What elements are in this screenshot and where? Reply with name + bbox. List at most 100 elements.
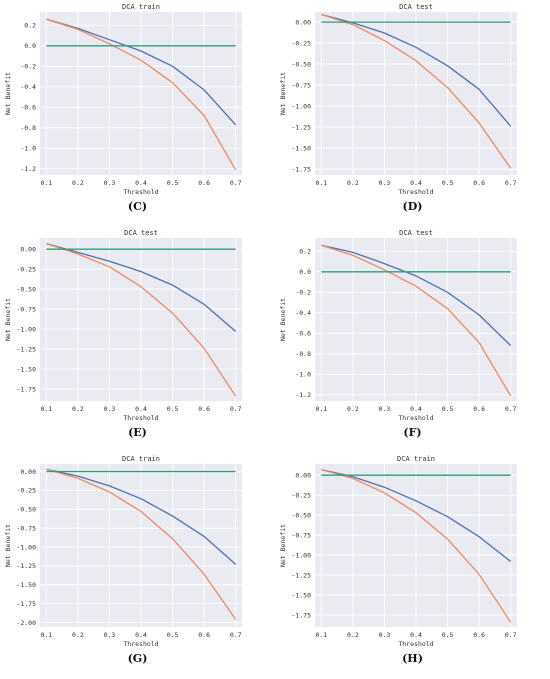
x-tick-label: 0.3: [379, 179, 391, 187]
x-tick-label: 0.2: [72, 405, 84, 413]
y-tick-label: -1.00: [16, 325, 36, 333]
y-tick-label: -0.25: [16, 265, 36, 273]
x-tick-label: 0.1: [315, 631, 327, 639]
y-tick-label: -0.6: [295, 330, 311, 338]
series-line-a: [321, 468, 512, 563]
series-line-a: [46, 242, 237, 332]
x-tick-label: 0.3: [104, 179, 116, 187]
panel-c: 0.1 0.2 0.3 0.4 0.5 0.6 0.7 0.2 0.0 -0.2 -0.4 -0.6 -…: [0, 0, 275, 226]
x-tick-label: 0.3: [104, 405, 116, 413]
x-tick-label: 0.6: [198, 405, 210, 413]
y-tick-label: -0.8: [295, 350, 311, 358]
x-tick-label: 0.2: [347, 405, 359, 413]
panel-f: 0.1 0.2 0.3 0.4 0.5 0.6 0.7 0.2 0.0 -0.2 -0.4 -0.6 -…: [275, 226, 550, 452]
y-tick-label: -0.2: [20, 63, 36, 71]
y-tick-label: -1.75: [16, 600, 36, 608]
x-tick-label: 0.7: [505, 405, 517, 413]
y-tick-label: -1.0: [20, 145, 36, 153]
x-tick-label: 0.1: [40, 405, 52, 413]
panel-d: 0.1 0.2 0.3 0.4 0.5 0.6 0.7 0.00 -0.25 -0.50 -0.75…: [275, 0, 550, 226]
y-tick-label: 0.0: [299, 268, 311, 276]
series-line-b: [321, 13, 512, 169]
chart-g: 0.1 0.2 0.3 0.4 0.5 0.6 0.7 0.00 -0.25 -0.50 -0.75…: [4, 455, 242, 648]
chart-title: DCA test: [399, 229, 433, 237]
x-axis-label: Threshold: [123, 188, 158, 196]
x-axis-label: Threshold: [398, 640, 433, 648]
x-tick-label: 0.4: [410, 405, 422, 413]
series-line-b: [46, 18, 237, 171]
series-line-b: [46, 242, 237, 397]
x-axis-label: Threshold: [398, 188, 433, 196]
y-tick-label: -0.4: [20, 83, 36, 91]
x-tick-label: 0.3: [104, 631, 116, 639]
x-tick-label: 0.3: [379, 631, 391, 639]
x-tick-label: 0.1: [315, 179, 327, 187]
y-tick-label: 0.00: [20, 468, 36, 476]
y-tick-label: -0.50: [291, 511, 311, 519]
x-tick-label: 0.5: [167, 405, 179, 413]
series-line-b: [46, 468, 237, 620]
series-line-b: [321, 244, 512, 397]
series-line-a: [321, 13, 512, 127]
x-axis-label: Threshold: [123, 640, 158, 648]
y-tick-label: -0.75: [291, 81, 311, 89]
x-tick-label: 0.4: [410, 179, 422, 187]
y-tick-label: -1.75: [16, 385, 36, 393]
x-tick-label: 0.5: [442, 631, 454, 639]
y-tick-label: -0.25: [291, 39, 311, 47]
y-tick-label: -0.75: [16, 524, 36, 532]
y-tick-label: -1.2: [295, 391, 311, 399]
panel-label: (E): [128, 426, 147, 439]
y-tick-label: 0.00: [20, 245, 36, 253]
panel-g: 0.1 0.2 0.3 0.4 0.5 0.6 0.7 0.00 -0.25 -0.50 -0.75…: [0, 452, 275, 678]
chart-title: DCA test: [124, 229, 158, 237]
panel-label: (G): [127, 652, 148, 665]
x-tick-label: 0.4: [135, 631, 147, 639]
y-tick-label: -0.25: [291, 491, 311, 499]
series-line-a: [46, 468, 237, 565]
panel-h: 0.1 0.2 0.3 0.4 0.5 0.6 0.7 0.00 -0.25 -0.50 -0.75…: [275, 452, 550, 678]
x-tick-label: 0.6: [198, 631, 210, 639]
x-tick-label: 0.1: [40, 631, 52, 639]
x-tick-label: 0.1: [315, 405, 327, 413]
y-tick-label: 0.2: [299, 248, 311, 256]
y-tick-label: -0.50: [16, 506, 36, 514]
y-tick-label: -0.25: [16, 487, 36, 495]
panel-label: (H): [402, 652, 423, 665]
y-tick-label: -0.75: [291, 531, 311, 539]
chart-f: 0.1 0.2 0.3 0.4 0.5 0.6 0.7 0.2 0.0 -0.2 -0.4 -0.6 -…: [279, 229, 517, 422]
x-tick-label: 0.5: [167, 179, 179, 187]
y-tick-label: -0.4: [295, 309, 311, 317]
y-tick-label: -0.50: [291, 60, 311, 68]
y-tick-label: -1.2: [20, 165, 36, 173]
y-tick-label: -1.75: [291, 611, 311, 619]
series-line-a: [46, 18, 237, 126]
y-axis-label: Net Benefit: [4, 298, 12, 341]
x-tick-label: 0.1: [40, 179, 52, 187]
x-tick-label: 0.7: [230, 631, 242, 639]
panel-label: (C): [127, 200, 148, 213]
y-tick-label: -0.2: [295, 289, 311, 297]
x-axis-label: Threshold: [123, 414, 158, 422]
x-tick-label: 0.5: [167, 631, 179, 639]
y-tick-label: -1.50: [16, 365, 36, 373]
x-tick-label: 0.2: [347, 179, 359, 187]
y-tick-label: -0.6: [20, 104, 36, 112]
y-tick-label: 0.00: [295, 471, 311, 479]
y-tick-label: -1.00: [291, 102, 311, 110]
y-axis-label: Net Benefit: [279, 524, 287, 567]
y-tick-label: -1.25: [291, 123, 311, 131]
x-tick-label: 0.7: [505, 179, 517, 187]
y-tick-label: 0.00: [295, 18, 311, 26]
chart-title: DCA train: [122, 455, 160, 463]
y-tick-label: -1.75: [291, 165, 311, 173]
y-tick-label: -1.25: [291, 571, 311, 579]
y-tick-label: -1.00: [16, 543, 36, 551]
series-line-b: [321, 468, 512, 623]
y-tick-label: -1.50: [291, 591, 311, 599]
y-tick-label: -0.75: [16, 305, 36, 313]
y-tick-label: -1.50: [16, 581, 36, 589]
chart-e: 0.1 0.2 0.3 0.4 0.5 0.6 0.7 0.00 -0.25 -0.50 -0.75…: [4, 229, 242, 422]
chart-h: 0.1 0.2 0.3 0.4 0.5 0.6 0.7 0.00 -0.25 -0.50 -0.75…: [279, 455, 517, 648]
y-tick-label: -1.25: [16, 345, 36, 353]
